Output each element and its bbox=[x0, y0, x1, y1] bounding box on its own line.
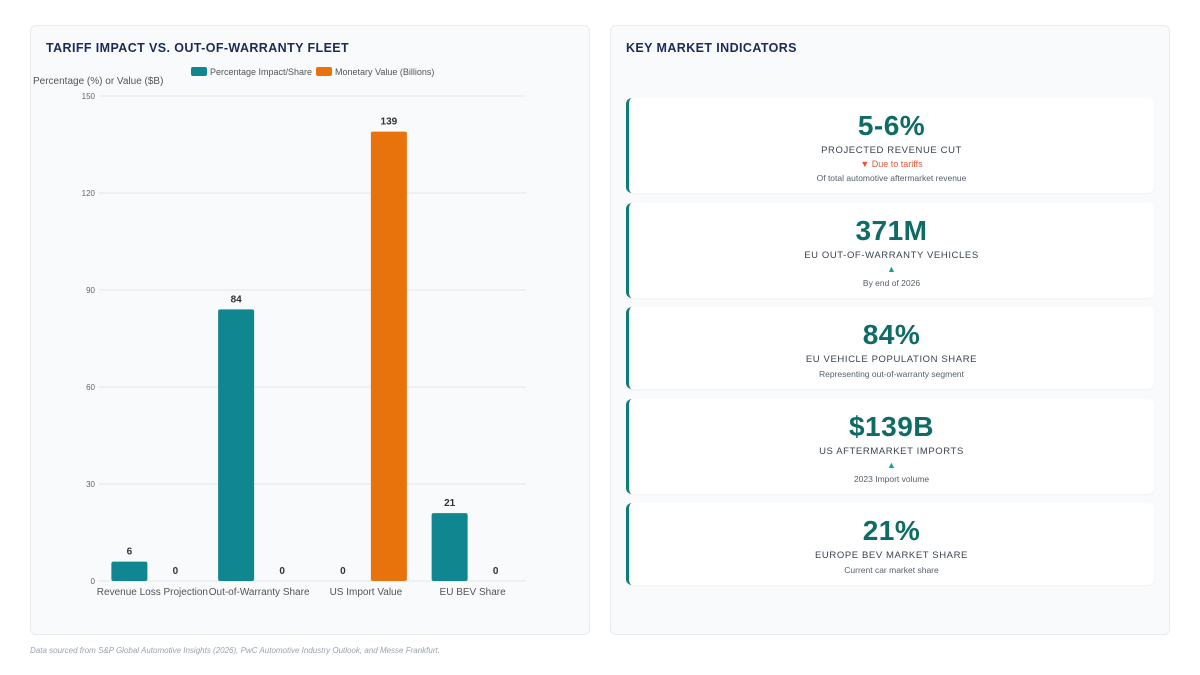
data-label: 0 bbox=[340, 566, 346, 577]
x-tick-label: US Import Value bbox=[330, 587, 403, 598]
x-tick-label: Revenue Loss Projection bbox=[97, 587, 208, 598]
chart-title: TARIFF IMPACT VS. OUT-OF-WARRANTY FLEET bbox=[46, 41, 350, 55]
kpi-value: 5-6% bbox=[857, 110, 926, 141]
bar-chart: Percentage (%) or Value ($B)030609012015… bbox=[33, 67, 526, 598]
kpi-panel-title: KEY MARKET INDICATORS bbox=[626, 41, 797, 55]
kpi-card-revenue-cut: 5-6% PROJECTED REVENUE CUT ▼ Due to tari… bbox=[626, 98, 1154, 193]
bar bbox=[370, 131, 407, 582]
kpi-value: 84% bbox=[862, 319, 921, 350]
kpi-value: $139B bbox=[848, 411, 934, 442]
data-label: 139 bbox=[381, 117, 398, 128]
data-label: 0 bbox=[173, 566, 179, 577]
kpi-note: Representing out-of-warranty segment bbox=[818, 369, 965, 379]
kpi-note: 2023 Import volume bbox=[853, 474, 930, 484]
y-tick-label: 120 bbox=[82, 189, 96, 198]
trend-up-icon: ▲ bbox=[887, 264, 896, 274]
y-tick-label: 90 bbox=[86, 286, 95, 295]
kpi-label: US AFTERMARKET IMPORTS bbox=[819, 446, 964, 457]
chart-panel: TARIFF IMPACT VS. OUT-OF-WARRANTY FLEET … bbox=[30, 25, 590, 635]
kpi-label: EU VEHICLE POPULATION SHARE bbox=[805, 354, 978, 365]
kpi-label: EU OUT-OF-WARRANTY VEHICLES bbox=[804, 250, 979, 261]
kpi-trend-down: ▼ Due to tariffs bbox=[860, 159, 923, 169]
kpi-note: By end of 2026 bbox=[862, 278, 921, 288]
y-tick-label: 150 bbox=[82, 92, 96, 101]
legend-label: Monetary Value (Billions) bbox=[335, 67, 434, 77]
kpi-card-out-of-warranty-vehicles: 371M EU OUT-OF-WARRANTY VEHICLES ▲ By en… bbox=[626, 203, 1154, 298]
legend-label: Percentage Impact/Share bbox=[210, 67, 312, 77]
data-label: 84 bbox=[231, 294, 243, 305]
kpi-card-population-share: 84% EU VEHICLE POPULATION SHARE Represen… bbox=[626, 307, 1154, 389]
kpi-panel: KEY MARKET INDICATORS 5-6% PROJECTED REV… bbox=[610, 25, 1170, 635]
kpi-label: PROJECTED REVENUE CUT bbox=[821, 145, 962, 156]
x-tick-label: Out-of-Warranty Share bbox=[209, 587, 310, 598]
kpi-card-us-imports: $139B US AFTERMARKET IMPORTS ▲ 2023 Impo… bbox=[626, 399, 1154, 494]
kpi-label: EUROPE BEV MARKET SHARE bbox=[815, 550, 968, 561]
kpi-note: Of total automotive aftermarket revenue bbox=[816, 173, 967, 183]
y-axis-label: Percentage (%) or Value ($B) bbox=[33, 76, 163, 87]
kpi-card-bev-share: 21% EUROPE BEV MARKET SHARE Current car … bbox=[626, 503, 1154, 585]
kpi-value: 21% bbox=[862, 515, 921, 546]
legend-swatch bbox=[316, 67, 332, 76]
data-label: 21 bbox=[444, 498, 456, 509]
data-label: 0 bbox=[493, 566, 499, 577]
y-tick-label: 0 bbox=[91, 577, 96, 586]
source-note: Data sourced from S&P Global Automotive … bbox=[30, 646, 440, 655]
bar bbox=[431, 513, 468, 581]
trend-up-icon: ▲ bbox=[887, 460, 896, 470]
x-tick-label: EU BEV Share bbox=[440, 587, 507, 598]
kpi-note: Current car market share bbox=[844, 565, 939, 575]
bar bbox=[111, 561, 148, 581]
bar bbox=[218, 309, 255, 581]
legend-swatch bbox=[191, 67, 207, 76]
kpi-value: 371M bbox=[855, 215, 928, 246]
data-label: 0 bbox=[279, 566, 285, 577]
y-tick-label: 60 bbox=[86, 383, 95, 392]
y-tick-label: 30 bbox=[86, 480, 95, 489]
data-label: 6 bbox=[127, 547, 133, 558]
